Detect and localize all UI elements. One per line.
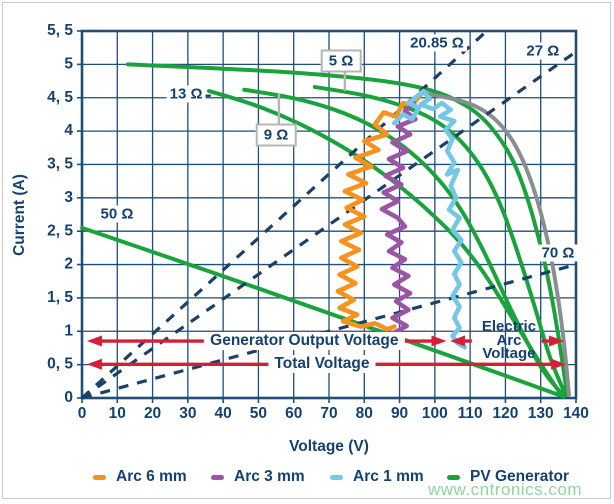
resistance-label-5-ohm: 5 Ω (320, 49, 362, 73)
x-tick-label: 80 (356, 405, 373, 422)
legend-item-pv-generator: PV Generator (447, 468, 570, 485)
arc-trace-arc-1-mm (391, 88, 468, 350)
resistance-label-9-ohm: 9 Ω (255, 123, 297, 147)
resistance-label-13-ohm: 13 Ω (166, 85, 206, 103)
arc-trace-arc-6-mm (335, 88, 426, 332)
legend-marker (211, 474, 224, 480)
y-tick-label: 3, 5 (47, 156, 73, 173)
total-voltage-label: Total Voltage (268, 355, 376, 374)
load-line-70ohm (81, 263, 577, 400)
y-tick-label: 0, 5 (47, 356, 73, 373)
x-tick-label: 70 (320, 405, 337, 422)
load-line-20.85ohm (80, 29, 488, 400)
y-tick-label: 2 (64, 256, 73, 273)
y-tick-label: 0 (64, 389, 73, 406)
arc-span-left-arrow (450, 335, 466, 347)
x-tick-label: 90 (391, 405, 408, 422)
y-tick-label: 4, 5 (47, 89, 73, 106)
arc-trace-arc-3-mm (356, 100, 418, 341)
x-tick-label: 0 (78, 405, 87, 422)
x-tick-label: 10 (109, 405, 126, 422)
x-tick-label: 100 (422, 405, 448, 422)
legend-marker (93, 474, 106, 480)
x-tick-label: 130 (528, 405, 554, 422)
arrow-right (431, 335, 447, 347)
x-tick-label: 120 (492, 405, 518, 422)
legend-item-arc-1-mm: Arc 1 mm (330, 468, 424, 485)
legend-label: Arc 1 mm (353, 468, 424, 485)
y-tick-label: 3 (64, 189, 73, 206)
pv-curve-low (80, 225, 566, 399)
x-tick-label: 40 (215, 405, 232, 422)
arc-label-line: Arc (496, 331, 522, 349)
pv-curve-13ohm (207, 89, 564, 398)
resistance-label-70-ohm: 70 Ω (538, 244, 578, 262)
y-tick-label: 2, 5 (47, 222, 73, 239)
legend-item-arc-6-mm: Arc 6 mm (93, 468, 187, 485)
x-tick-label: 110 (458, 405, 483, 422)
x-tick-label: 30 (179, 405, 196, 422)
y-tick-label: 4 (64, 122, 73, 139)
y-axis-title: Current (A) (11, 174, 28, 256)
arc-label-line: Voltage (482, 344, 536, 362)
y-tick-label: 1 (64, 322, 73, 339)
electric-arc-voltage-label: Electric Arc Voltage (481, 317, 537, 362)
legend-marker (447, 474, 460, 480)
legend-item-arc-3-mm: Arc 3 mm (211, 468, 305, 485)
resistance-label-20-85-ohm: 20.85 Ω (407, 34, 467, 52)
resistance-label-50-ohm: 50 Ω (97, 205, 137, 223)
x-tick-label: 50 (250, 405, 267, 422)
x-tick-label: 140 (563, 405, 589, 422)
pv-curve-5ohm (312, 85, 568, 397)
x-axis-title: Voltage (V) (289, 438, 369, 455)
generator-output-voltage-label: Generator Output Voltage (204, 332, 405, 350)
image-frame (2, 2, 611, 499)
y-tick-label: 1, 5 (47, 289, 73, 306)
arc-label-line: Electric (481, 317, 537, 335)
arrow-right (551, 358, 567, 370)
resistance-label-27-ohm: 27 Ω (523, 42, 563, 60)
y-tick-label: 5 (64, 55, 73, 72)
arc-span-right-arrow (549, 335, 565, 347)
arrow-left (86, 358, 102, 370)
generator-curve-gray (420, 91, 571, 397)
arrow-left (86, 335, 102, 347)
legend-label: Arc 3 mm (234, 468, 305, 485)
legend-label: PV Generator (470, 468, 570, 485)
legend-label: Arc 6 mm (116, 468, 187, 485)
pv-curve-9ohm (242, 87, 566, 398)
watermark: www.cntronics.com (428, 480, 582, 499)
x-tick-label: 60 (285, 405, 302, 422)
legend-marker (330, 474, 343, 480)
y-tick-label: 5, 5 (47, 22, 73, 39)
x-tick-label: 20 (144, 405, 161, 422)
